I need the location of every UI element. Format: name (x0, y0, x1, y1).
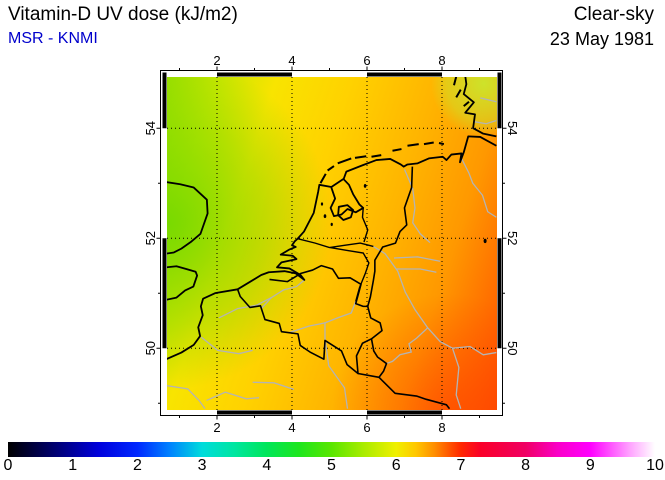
x-tick-top-6: 6 (363, 53, 370, 68)
river-sambre (289, 323, 325, 333)
y-tick-left-52: 52 (143, 231, 158, 245)
colorbar-tick-5: 5 (327, 457, 336, 474)
island-flevoland (338, 205, 353, 220)
border-netherlands-germany (368, 167, 413, 307)
coastline-continent (166, 76, 496, 359)
axis-minor-ticks (158, 68, 505, 418)
y-tick-right-50: 50 (505, 341, 520, 355)
colorbar-gradient (8, 442, 655, 457)
data-source-label: MSR - KNMI (8, 30, 98, 47)
lake-dot (363, 183, 367, 188)
river-eider (473, 98, 496, 124)
colorbar-labels: 0 1 2 3 4 5 6 7 8 9 10 (0, 457, 665, 479)
small-lakes (320, 183, 487, 244)
colorbar-tick-0: 0 (3, 457, 13, 474)
colorbar-tick-2: 2 (132, 457, 142, 474)
river-main (452, 347, 496, 355)
river-lys (219, 298, 272, 318)
page-title: Vitamin-D UV dose (kJ/m2) (8, 4, 238, 25)
x-tick-bottom-6: 6 (363, 420, 370, 435)
river-waal-rhine (298, 239, 374, 248)
lake-dot (320, 202, 324, 206)
axis-major-ticks (156, 66, 507, 420)
map-frame (156, 66, 507, 420)
wadden-frisian-islands (320, 76, 468, 183)
y-tick-left-50: 50 (143, 341, 158, 355)
x-tick-bottom-2: 2 (213, 420, 220, 435)
colorbar-tick-10: 10 (646, 457, 664, 474)
colorbar-tick-1: 1 (68, 457, 78, 474)
axis-labels: 2 4 6 8 2 4 6 8 54 52 50 54 52 50 (143, 53, 520, 435)
river-maas-nl (330, 248, 369, 302)
graticule-gridlines (167, 77, 497, 410)
river-mosel (386, 328, 427, 364)
y-tick-right-52: 52 (505, 231, 520, 245)
field-red-southeast (167, 77, 497, 410)
frame-zebra-black-segments (162, 72, 502, 415)
colorbar-tick-9: 9 (585, 457, 595, 474)
x-tick-top-8: 8 (438, 53, 445, 68)
lake-dot (483, 238, 487, 244)
river-ruhr (396, 269, 436, 272)
date-label: 23 May 1981 (549, 29, 654, 49)
x-tick-top-2: 2 (213, 53, 220, 68)
y-tick-left-54: 54 (143, 121, 158, 135)
rivers-black-netherlands (298, 208, 374, 302)
border-luxembourg-france-germany (358, 339, 450, 409)
lake-dot (330, 222, 333, 227)
lake-ijsselmeer (331, 179, 364, 216)
x-tick-top-4: 4 (288, 53, 295, 68)
y-tick-right-54: 54 (505, 121, 520, 135)
river-scheldt (261, 280, 304, 309)
colorbar-tick-4: 4 (262, 457, 272, 474)
colorbar-tick-6: 6 (391, 457, 401, 474)
colorbar-tick-3: 3 (197, 457, 207, 474)
lake-dot (323, 214, 327, 219)
river-weser (461, 158, 496, 217)
x-tick-bottom-4: 4 (288, 420, 295, 435)
border-france-belgium-germany (238, 289, 382, 373)
river-somme (201, 337, 252, 354)
river-meuse (325, 301, 356, 408)
river-seine (166, 386, 205, 409)
frame-outer-line (160, 70, 503, 416)
river-lippe (394, 257, 440, 261)
dose-field (167, 77, 497, 410)
coastlines (166, 76, 496, 359)
rivers-gray (166, 98, 496, 409)
coastline-england (166, 182, 207, 300)
river-ijssel (362, 208, 367, 242)
colorbar-tick-7: 7 (456, 457, 466, 474)
river-aisne-oise (206, 382, 293, 400)
border-belgium-netherlands (269, 266, 367, 307)
sky-condition-label: Clear-sky (573, 4, 654, 25)
national-borders (238, 167, 450, 409)
geography-layer (166, 76, 496, 409)
colorbar-tick-8: 8 (521, 457, 531, 474)
x-tick-bottom-8: 8 (438, 420, 445, 435)
